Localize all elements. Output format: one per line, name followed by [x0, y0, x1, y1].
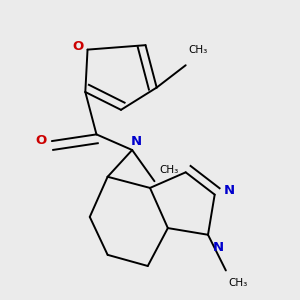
Text: O: O: [72, 40, 83, 52]
Text: CH₃: CH₃: [159, 164, 178, 175]
Text: N: N: [131, 136, 142, 148]
Text: CH₃: CH₃: [228, 278, 247, 289]
Text: O: O: [35, 134, 46, 147]
Text: CH₃: CH₃: [188, 45, 207, 56]
Text: N: N: [224, 184, 235, 197]
Text: N: N: [212, 242, 224, 254]
